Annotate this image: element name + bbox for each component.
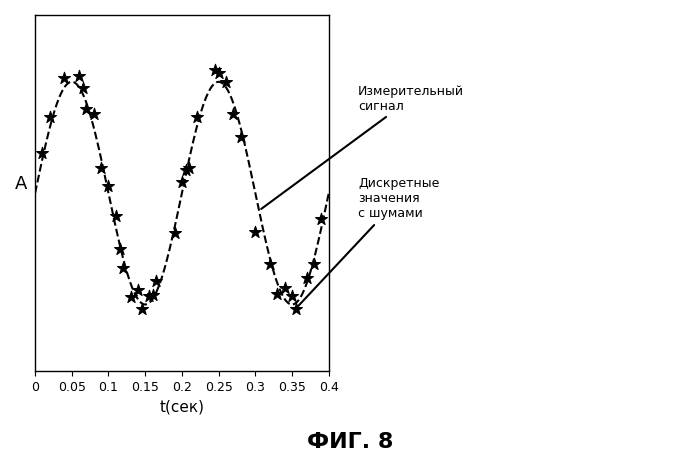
Point	[77, 85, 88, 92]
Point	[37, 149, 48, 157]
Point	[88, 111, 99, 118]
Point	[96, 164, 107, 171]
Point	[74, 73, 85, 80]
Point	[118, 264, 129, 271]
Text: Измерительный
сигнал: Измерительный сигнал	[261, 85, 464, 209]
Point	[213, 69, 224, 77]
X-axis label: t(сек): t(сек)	[160, 399, 204, 414]
Point	[316, 215, 327, 222]
Point	[209, 66, 220, 74]
Point	[279, 284, 290, 292]
Point	[309, 260, 320, 268]
Point	[132, 287, 144, 294]
Point	[110, 213, 121, 220]
Point	[286, 292, 297, 299]
Point	[136, 305, 147, 312]
Point	[301, 274, 312, 282]
Point	[114, 245, 125, 253]
Point	[125, 293, 136, 300]
Point	[144, 293, 155, 300]
Point	[169, 229, 180, 237]
Point	[290, 305, 301, 312]
Y-axis label: A: A	[15, 175, 27, 193]
Point	[176, 178, 188, 186]
Point	[180, 166, 191, 174]
Point	[272, 291, 283, 298]
Point	[44, 113, 55, 120]
Point	[191, 113, 202, 120]
Point	[81, 105, 92, 112]
Point	[250, 228, 261, 236]
Point	[265, 260, 276, 268]
Point	[150, 277, 162, 285]
Text: ФИГ. 8: ФИГ. 8	[307, 432, 393, 452]
Point	[183, 164, 195, 171]
Point	[147, 291, 158, 298]
Point	[59, 74, 70, 82]
Text: Дискретные
значения
с шумами: Дискретные значения с шумами	[298, 177, 440, 307]
Point	[228, 111, 239, 118]
Point	[235, 133, 246, 140]
Point	[220, 78, 232, 85]
Point	[103, 183, 114, 190]
